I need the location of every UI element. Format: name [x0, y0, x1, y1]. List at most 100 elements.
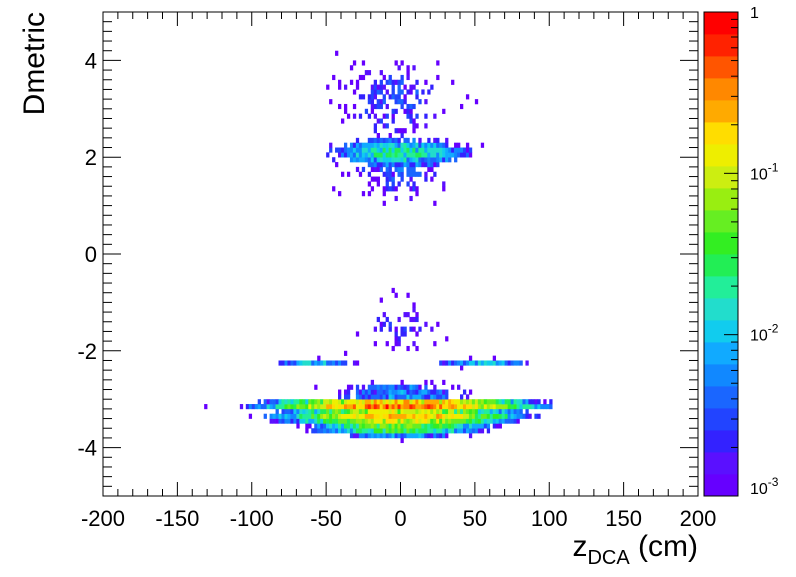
heatmap-cell — [460, 360, 464, 366]
heatmap-cell — [269, 404, 273, 410]
heatmap-cell — [474, 413, 479, 419]
heatmap-cell — [498, 399, 502, 405]
heatmap-cell — [409, 423, 413, 429]
heatmap-cell — [477, 413, 482, 419]
heatmap-cell — [418, 99, 422, 105]
heatmap-cell — [385, 404, 389, 410]
heatmap-cell — [492, 404, 497, 410]
heatmap-cell — [528, 399, 532, 405]
heatmap-cell — [421, 394, 425, 400]
heatmap-cell — [346, 389, 351, 395]
heatmap-cell — [468, 423, 473, 429]
heatmap-cell — [460, 408, 464, 415]
heatmap-cell — [391, 113, 395, 119]
heatmap-cell — [486, 428, 491, 434]
heatmap-cell — [379, 389, 383, 395]
heatmap-cell — [537, 399, 541, 405]
heatmap-cell — [397, 428, 401, 434]
heatmap-cell — [388, 423, 392, 429]
heatmap-cell — [379, 142, 383, 148]
heatmap-cell — [346, 428, 351, 434]
heatmap-cell — [424, 152, 428, 158]
heatmap-cell — [385, 384, 389, 390]
heatmap-cell — [480, 418, 485, 424]
heatmap-cell — [352, 103, 357, 110]
heatmap-cell — [382, 171, 386, 177]
colorbar-segment — [704, 452, 738, 475]
heatmap-cell — [427, 137, 431, 143]
heatmap-cell — [421, 389, 425, 395]
heatmap-cell — [468, 355, 473, 361]
heatmap-cell — [341, 413, 345, 419]
heatmap-cell — [376, 394, 380, 400]
heatmap-cell — [305, 428, 309, 434]
heatmap-cell — [418, 137, 422, 143]
heatmap-cell — [406, 413, 410, 419]
heatmap-cell — [343, 423, 348, 429]
heatmap-cell — [391, 404, 395, 410]
heatmap-cell — [421, 413, 425, 419]
heatmap-cell — [388, 404, 392, 410]
heatmap-cell — [462, 428, 467, 434]
heatmap-cell — [352, 399, 357, 405]
heatmap-cell — [314, 384, 318, 390]
heatmap-cell — [329, 360, 333, 366]
heatmap-cell — [406, 399, 410, 405]
heatmap-cell — [373, 103, 377, 110]
heatmap-cell — [376, 176, 380, 182]
heatmap-cell — [373, 404, 377, 410]
heatmap-cell — [406, 312, 410, 318]
x-tick-label: -100 — [230, 506, 274, 531]
heatmap-cell — [448, 413, 452, 419]
heatmap-cell — [454, 408, 458, 415]
heatmap-cell — [412, 428, 416, 434]
heatmap-cell — [281, 413, 285, 419]
heatmap-cell — [460, 413, 464, 419]
heatmap-cell — [379, 103, 383, 110]
heatmap-cell — [436, 321, 440, 327]
heatmap-cell — [290, 413, 294, 419]
heatmap-cell — [379, 147, 383, 153]
heatmap-cell — [424, 418, 428, 424]
heatmap-cell — [320, 399, 324, 405]
heatmap-cell — [465, 428, 470, 434]
heatmap-cell — [442, 404, 446, 410]
heatmap-cell — [323, 423, 327, 429]
heatmap-cell — [439, 418, 443, 424]
heatmap-cell — [460, 394, 464, 400]
heatmap-cell — [284, 404, 288, 410]
heatmap-cell — [495, 413, 499, 419]
heatmap-cell — [436, 157, 440, 163]
heatmap-cell — [349, 79, 354, 85]
heatmap-cell — [439, 157, 443, 163]
heatmap-cell — [275, 399, 279, 405]
heatmap-cell — [433, 162, 437, 168]
heatmap-cell — [430, 389, 434, 395]
heatmap-cell — [373, 147, 377, 153]
heatmap-cell — [424, 123, 428, 129]
heatmap-cell — [409, 171, 413, 177]
heatmap-cell — [397, 79, 401, 85]
heatmap-cell — [400, 437, 404, 444]
heatmap-cell — [421, 428, 425, 434]
heatmap-cell — [409, 162, 413, 168]
heatmap-cell — [471, 399, 476, 405]
heatmap-cell — [388, 137, 392, 143]
heatmap-cell — [415, 384, 419, 390]
heatmap-cell — [367, 70, 372, 76]
heatmap-cell — [358, 394, 363, 400]
heatmap-cell — [391, 287, 395, 294]
heatmap-cell — [326, 418, 330, 424]
heatmap-cell — [302, 360, 306, 366]
heatmap-cell — [370, 94, 375, 100]
heatmap-cell — [296, 360, 300, 366]
heatmap-cell — [311, 428, 315, 434]
heatmap-cell — [385, 166, 389, 173]
heatmap-cell — [382, 312, 386, 318]
heatmap-cell — [442, 147, 446, 153]
heatmap-cell — [305, 418, 309, 424]
heatmap-cell — [323, 408, 327, 415]
heatmap-cell — [290, 418, 294, 424]
heatmap-cell — [361, 433, 366, 439]
heatmap-cell — [486, 360, 491, 366]
